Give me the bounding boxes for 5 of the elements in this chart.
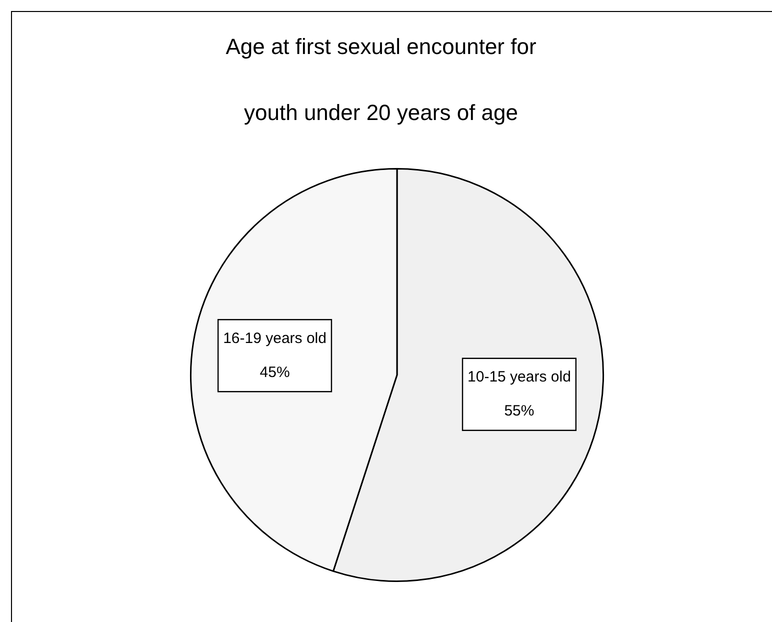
data-label: 55% xyxy=(504,402,534,420)
slice-label: 16-19 years old xyxy=(223,330,326,347)
data-label: 45% xyxy=(260,364,290,381)
chart-title: Age at first sexual encounter for youth under 20 years of age xyxy=(226,34,536,125)
slice-label: 10-15 years old xyxy=(468,368,571,386)
